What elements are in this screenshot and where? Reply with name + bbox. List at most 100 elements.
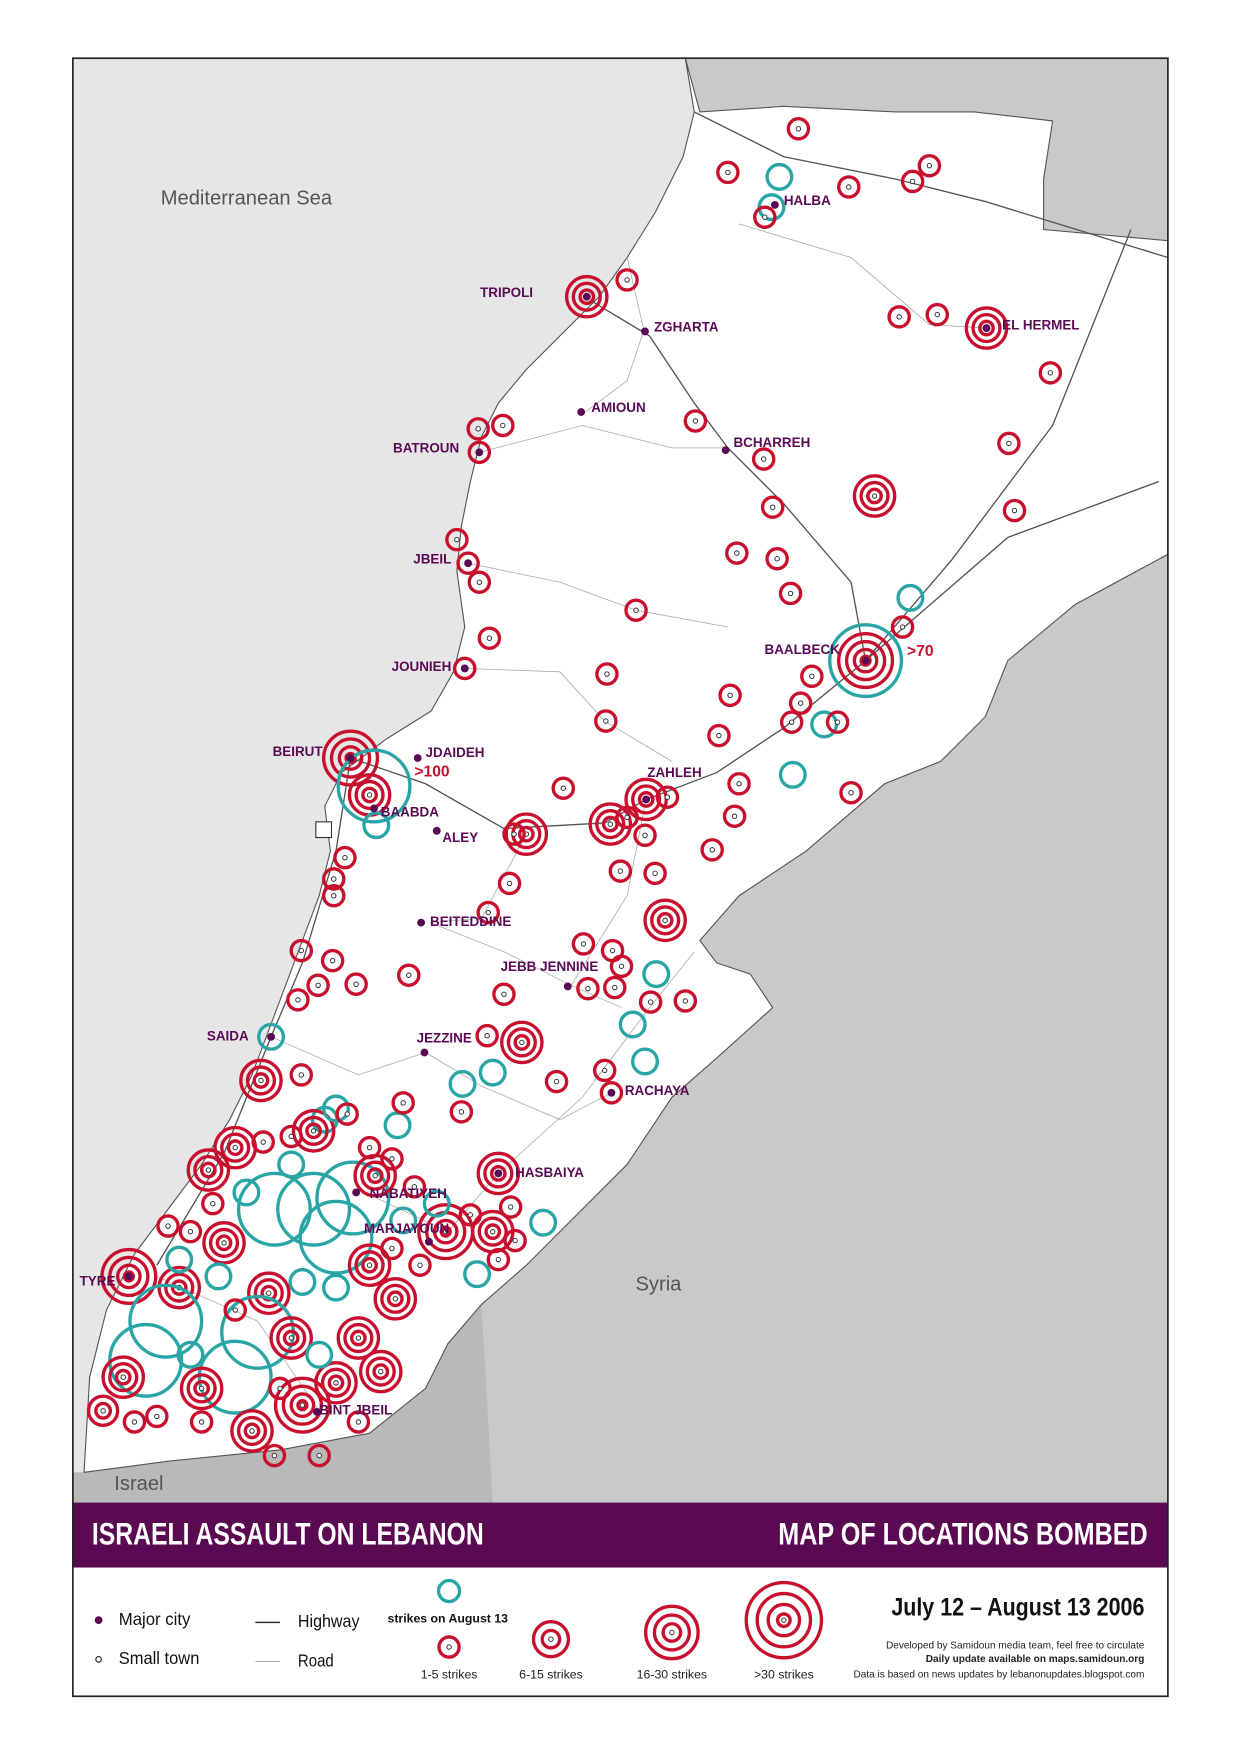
- road: [270, 1036, 426, 1076]
- strike-ring: [321, 883, 346, 908]
- town-dot: [454, 536, 460, 543]
- strike-ring: [917, 153, 942, 178]
- town-dot: [662, 917, 668, 924]
- strike-ring: [700, 838, 724, 862]
- town-dot: [331, 893, 337, 899]
- title-bar: [72, 1502, 1168, 1568]
- city-label: JOUNIEH: [392, 659, 452, 674]
- town-dot: [734, 550, 740, 556]
- strike-ring: [896, 583, 925, 612]
- strike-ring: [307, 1443, 331, 1468]
- strike-ring: [775, 1612, 792, 1629]
- city-label: ZAHLEH: [647, 765, 701, 780]
- town-dot: [512, 1237, 518, 1244]
- strike-ring: [193, 1379, 211, 1397]
- strike-ring: [281, 1384, 324, 1426]
- strike-ring: [551, 776, 576, 801]
- town-dot: [795, 126, 802, 132]
- town-dot: [406, 972, 412, 978]
- town-dot: [295, 997, 301, 1003]
- strike-ring: [506, 1027, 537, 1058]
- town-dot: [316, 1452, 322, 1459]
- strike-ring: [497, 871, 522, 896]
- major-city-dot: [124, 1272, 133, 1281]
- legend-label: 1-5 strikes: [421, 1667, 478, 1681]
- strike-ring: [608, 859, 633, 883]
- strike-ring: [997, 431, 1021, 456]
- city-label: BINT JBEIL: [319, 1402, 392, 1417]
- town-dot: [288, 1335, 294, 1341]
- strike-ring: [595, 662, 619, 686]
- town-dot: [484, 1033, 490, 1039]
- strike-ring: [755, 1591, 813, 1649]
- town-dot: [299, 1402, 306, 1408]
- strike-ring: [722, 804, 747, 828]
- strike-ring: [402, 1175, 427, 1199]
- strike-ring: [230, 1409, 274, 1453]
- annotation: >100: [414, 764, 450, 781]
- road: [582, 257, 645, 415]
- town-dot: [899, 624, 906, 630]
- road: [738, 223, 987, 329]
- strike-ring: [765, 162, 794, 191]
- strike-ring: [498, 1195, 523, 1219]
- city-label: HALBA: [784, 193, 831, 208]
- strike-ring: [624, 598, 648, 622]
- strike-ring: [656, 911, 674, 929]
- strike-ring: [156, 1214, 180, 1238]
- city-label: EL HERMEL: [1002, 317, 1079, 332]
- strike-ring: [529, 1208, 558, 1237]
- town-dot: [389, 1156, 395, 1162]
- town-dot: [298, 1072, 304, 1078]
- strike-ring: [644, 1604, 700, 1661]
- town-dot: [288, 1133, 294, 1140]
- strike-ring: [484, 1223, 502, 1241]
- strike-ring: [513, 1034, 531, 1051]
- strike-ring: [618, 1010, 647, 1039]
- strike-ring: [108, 1362, 139, 1393]
- strike-ring: [707, 723, 731, 748]
- strike-ring: [201, 1191, 225, 1216]
- town-dot: [769, 504, 776, 510]
- strike-ring: [778, 581, 803, 606]
- major-city-dot: [861, 656, 870, 665]
- town-dot: [260, 1139, 266, 1145]
- strike-ring: [289, 938, 314, 963]
- strike-ring: [269, 1316, 314, 1360]
- town-dot: [331, 876, 337, 882]
- legend-label: 16-30 strikes: [637, 1667, 707, 1681]
- strike-ring: [837, 632, 895, 690]
- strike-ring: [837, 175, 861, 199]
- strike-ring: [887, 305, 911, 329]
- israel-area: [72, 1304, 493, 1503]
- city-label: ALEY: [442, 830, 478, 845]
- road: [468, 562, 728, 628]
- major-city-dot: [563, 982, 572, 991]
- town-dot: [692, 418, 699, 424]
- town-dot: [727, 692, 733, 699]
- town-dot: [329, 957, 336, 964]
- strike-ring: [386, 1290, 404, 1308]
- country-label: Syria: [636, 1274, 683, 1296]
- strike-ring: [101, 1355, 146, 1400]
- town-dot: [848, 790, 854, 796]
- town-dot: [761, 456, 767, 462]
- airport-icon: [315, 821, 333, 839]
- strike-ring: [564, 274, 609, 319]
- strike-ring: [753, 205, 777, 229]
- town-dot: [232, 1307, 238, 1313]
- town-dot: [258, 1077, 264, 1084]
- town-dot: [560, 785, 566, 791]
- strike-ring: [128, 1283, 204, 1359]
- annotation: >70: [907, 643, 934, 660]
- town-dot: [647, 999, 654, 1005]
- town-dot: [834, 719, 841, 725]
- strike-ring: [716, 160, 740, 185]
- strike-ring: [439, 1225, 452, 1238]
- strike-ring: [380, 1236, 404, 1261]
- strike-ring: [436, 1578, 462, 1604]
- strike-ring: [337, 745, 364, 771]
- strike-ring: [643, 898, 688, 943]
- strike-ring: [445, 527, 469, 552]
- strike-ring: [609, 954, 634, 979]
